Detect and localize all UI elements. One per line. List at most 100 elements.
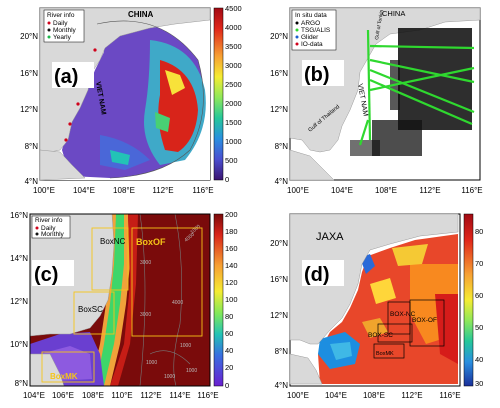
country-label-china-a: CHINA — [128, 10, 154, 19]
svg-text:4000: 4000 — [225, 23, 242, 32]
svg-text:104°E: 104°E — [73, 186, 95, 195]
svg-text:116°E: 116°E — [197, 391, 218, 400]
svg-text:110°E: 110°E — [111, 391, 132, 400]
depth-contours — [139, 213, 191, 387]
legend-item-yearly: Yearly — [53, 34, 72, 41]
svg-text:8°N: 8°N — [275, 347, 289, 356]
svg-text:140: 140 — [225, 261, 238, 270]
box-label-sc: BoxSC — [78, 305, 103, 314]
colorbar-a: 4500 4000 3500 3000 2500 2000 1500 1000 … — [213, 4, 242, 184]
svg-text:60: 60 — [475, 291, 483, 300]
lon-ticks-d: 100°E 104°E 108°E 112°E 116°E — [287, 391, 461, 400]
svg-text:120: 120 — [225, 278, 238, 287]
svg-text:3000: 3000 — [140, 312, 151, 318]
svg-text:4°N: 4°N — [275, 177, 289, 186]
lat-ticks-a: 20°N 16°N 12°N 8°N 4°N — [20, 32, 38, 186]
svg-text:108°E: 108°E — [82, 391, 104, 400]
svg-text:1000: 1000 — [186, 368, 197, 374]
svg-text:100°E: 100°E — [287, 186, 309, 195]
river-legend-c: River info Daily Monthly — [31, 215, 71, 239]
svg-text:4000: 4000 — [172, 300, 183, 306]
svg-text:16°N: 16°N — [270, 275, 288, 284]
country-label-china-b: CHINA — [382, 9, 405, 18]
lat-ticks-c: 16°N 14°N 12°N 10°N 8°N — [10, 211, 28, 388]
svg-text:8°N: 8°N — [275, 142, 289, 151]
legend-item-monthly: Monthly — [53, 27, 77, 34]
svg-text:River info: River info — [35, 217, 63, 224]
lon-ticks-c: 104°E 106°E 108°E 110°E 112°E 114°E 116°… — [23, 391, 219, 400]
svg-text:12°N: 12°N — [20, 105, 38, 114]
lat-ticks-b: 20°N 16°N 12°N 8°N 4°N — [270, 32, 288, 186]
box-label-of-d: BOX-OF — [412, 317, 437, 324]
box-label-mk-d: BoxMK — [376, 351, 394, 357]
river-legend-a: River info Daily Monthly Yearly — [43, 9, 85, 43]
svg-text:3000: 3000 — [140, 260, 151, 266]
svg-text:30: 30 — [475, 379, 483, 388]
svg-text:116°E: 116°E — [192, 186, 213, 195]
svg-text:12°N: 12°N — [270, 105, 288, 114]
svg-text:1000: 1000 — [189, 224, 202, 236]
svg-text:1500: 1500 — [225, 118, 242, 127]
svg-text:4°N: 4°N — [25, 177, 39, 186]
svg-text:114°E: 114°E — [169, 391, 190, 400]
svg-text:20: 20 — [225, 363, 233, 372]
svg-text:40: 40 — [475, 355, 483, 364]
legend-item-tsg: TSG/ALIS — [301, 27, 331, 34]
svg-text:3000: 3000 — [225, 61, 242, 70]
svg-text:3500: 3500 — [225, 42, 242, 51]
svg-text:Monthly: Monthly — [41, 231, 65, 238]
svg-text:60: 60 — [225, 329, 233, 338]
tsg-tracks — [358, 29, 475, 146]
source-label-jaxa: JAXA — [316, 231, 344, 243]
panel-letter-a: (a) — [54, 66, 78, 88]
svg-text:108°E: 108°E — [363, 391, 385, 400]
colorbar-d: 80 70 60 50 40 30 — [463, 213, 483, 388]
svg-text:104°E: 104°E — [325, 391, 347, 400]
lon-ticks-b: 100°E 104°E 108°E 112°E 116°E — [287, 186, 483, 195]
svg-text:80: 80 — [475, 227, 483, 236]
svg-text:106°E: 106°E — [52, 391, 74, 400]
analysis-boxes-c — [41, 227, 203, 383]
panel-letter-bg-b — [302, 60, 344, 86]
legend-title-a: River info — [47, 12, 75, 19]
svg-text:100: 100 — [225, 295, 238, 304]
svg-text:10°N: 10°N — [10, 340, 28, 349]
svg-text:1000: 1000 — [180, 343, 191, 349]
svg-text:108°E: 108°E — [375, 186, 397, 195]
svg-text:12°N: 12°N — [270, 311, 288, 320]
svg-text:108°E: 108°E — [113, 186, 135, 195]
svg-text:1000: 1000 — [146, 360, 157, 366]
svg-text:2500: 2500 — [225, 80, 242, 89]
svg-text:4500: 4500 — [225, 4, 242, 13]
panel-d: BOX-NC BOX-SC BOX-OF BoxMK JAXA (d) 20°N… — [250, 204, 500, 408]
map-frame-b — [289, 7, 481, 181]
svg-text:50: 50 — [475, 323, 483, 332]
panel-a: River info Daily Monthly Yearly CHINA VI… — [0, 0, 250, 204]
svg-text:100°E: 100°E — [287, 391, 309, 400]
map-frame-a — [39, 7, 211, 181]
svg-text:14°N: 14°N — [10, 254, 28, 263]
svg-text:0: 0 — [225, 381, 229, 390]
svg-text:2000: 2000 — [225, 99, 242, 108]
svg-text:116°E: 116°E — [439, 391, 460, 400]
panel-letter-c: (c) — [34, 264, 58, 286]
svg-text:1000: 1000 — [164, 374, 175, 380]
svg-text:1000: 1000 — [225, 137, 242, 146]
panel-letter-bg-a — [52, 62, 94, 88]
svg-text:104°E: 104°E — [23, 391, 45, 400]
legend-item-glider: Glider — [301, 34, 319, 41]
legend-item-daily: Daily — [53, 20, 68, 27]
insitu-legend-b: In situ data ARGO TSG/ALIS Glider IO-dat… — [291, 9, 337, 51]
box-label-mk: BoxMK — [50, 372, 78, 381]
svg-text:112°E: 112°E — [140, 391, 161, 400]
map-frame-c: 4000 1000 4000 1000 1000 1000 3000 1000 … — [29, 213, 211, 387]
svg-text:20°N: 20°N — [270, 32, 288, 41]
colorbar-c: 200 180 160 140 120 100 80 60 40 20 0 — [213, 210, 238, 390]
svg-text:112°E: 112°E — [401, 391, 422, 400]
box-label-of: BoxOF — [136, 237, 166, 247]
svg-text:16°N: 16°N — [20, 69, 38, 78]
svg-text:16°N: 16°N — [10, 211, 28, 220]
svg-text:8°N: 8°N — [25, 142, 39, 151]
analysis-boxes-d — [373, 299, 445, 359]
panel-c: 4000 1000 4000 1000 1000 1000 3000 1000 … — [0, 204, 250, 408]
